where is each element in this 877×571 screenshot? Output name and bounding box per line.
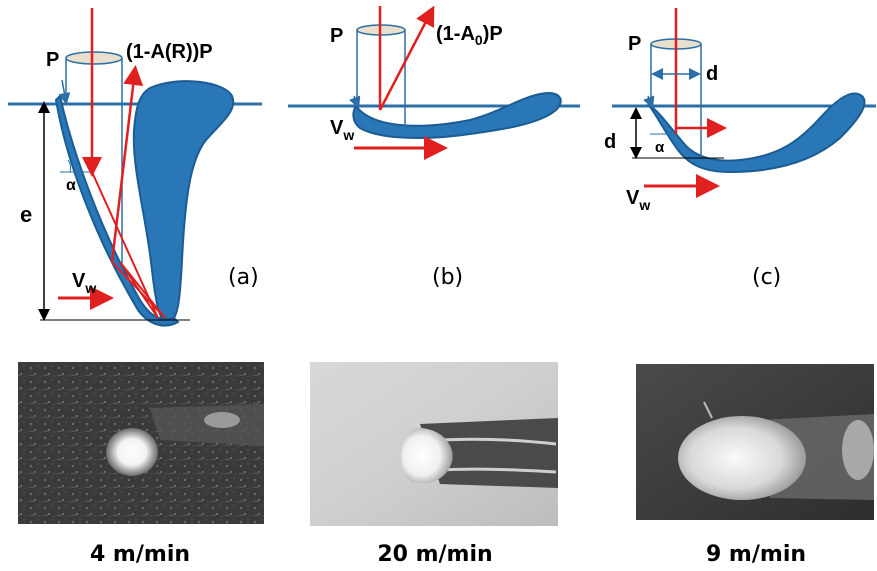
power-label-b: P (330, 25, 343, 47)
velocity-label-b: Vw (330, 117, 354, 143)
velocity-label-a: Vw (72, 270, 96, 296)
panel-tag-c: (c) (752, 265, 781, 290)
panel-a: P (1-A(R))P e α Vw (a) (8, 8, 262, 327)
angle-arc-a (67, 159, 72, 173)
photo-2-melt-spot (401, 428, 453, 484)
wall-arrow-b (349, 95, 361, 109)
depth-label-a: e (20, 202, 32, 227)
power-label-a: P (46, 49, 59, 71)
reflected-ray-a (110, 65, 144, 263)
panel-tag-a: (a) (228, 265, 259, 290)
panel-tag-b: (b) (432, 265, 463, 290)
reflected-power-label-b: (1-A0)P (436, 23, 503, 48)
diameter-label-c: d (706, 63, 718, 85)
photo-1-trail (150, 404, 264, 446)
wall-arrow-a (58, 79, 71, 105)
speed-caption-2: 20 m/min (377, 542, 492, 567)
speed-caption-3: 9 m/min (706, 542, 806, 567)
photo-3-melt-spot (678, 416, 806, 500)
angle-label-a: α (66, 177, 76, 194)
photo-2-trail-highlight (439, 437, 557, 474)
wall-arrow-c (643, 95, 655, 109)
beam-disc-a (65, 51, 123, 65)
photo-2 (310, 362, 558, 526)
photo-1 (18, 362, 264, 524)
keyhole-wall-a (54, 94, 180, 327)
velocity-label-c: Vw (626, 187, 650, 213)
reflected-power-label-a: (1-A(R))P (126, 41, 213, 63)
melt-pool-c (647, 92, 866, 174)
photo-3 (636, 364, 874, 520)
depth-label-c: d (604, 131, 616, 153)
angle-label-c: α (655, 139, 665, 156)
speed-caption-1: 4 m/min (90, 542, 190, 567)
multiple-reflections-a (91, 171, 166, 319)
photo-1-spatter (204, 412, 240, 428)
photo-1-melt-spot (106, 428, 158, 476)
photo-3-side-spatter (842, 420, 874, 480)
panel-b: P (1-A0)P Vw (b) (288, 5, 580, 290)
melt-pool-a (132, 80, 235, 324)
photo-3-spark (703, 401, 713, 419)
reflected-ray-b (378, 5, 435, 111)
panel-c: P d d α Vw (c) (604, 8, 876, 290)
power-label-c: P (628, 33, 641, 55)
